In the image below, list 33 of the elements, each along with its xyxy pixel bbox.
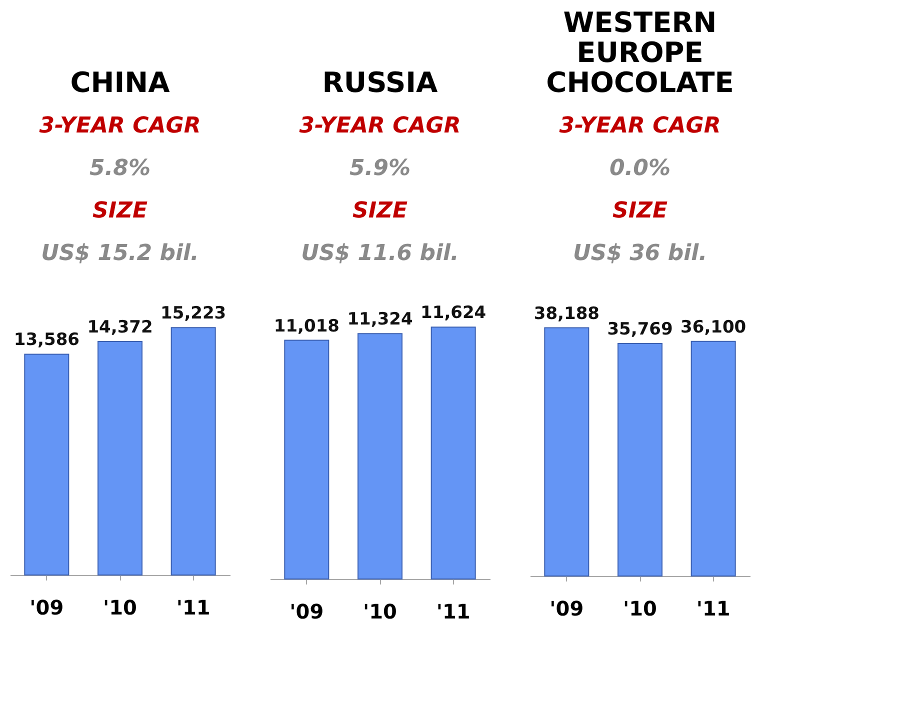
text: US$ 15.2 bil. (41, 240, 199, 266)
data-label: 11,324 (347, 310, 413, 330)
text: 3-YEAR CAGR (39, 113, 201, 138)
data-label: 11,018 (274, 316, 340, 336)
x-tick-label: '11 (696, 596, 730, 620)
data-label: 38,188 (534, 304, 600, 324)
text: US$ 11.6 bil. (301, 240, 459, 266)
text: 0.0% (609, 156, 671, 181)
x-tick-label: '10 (103, 596, 137, 620)
text: SIZE (612, 198, 668, 224)
text: 3-YEAR CAGR (559, 113, 721, 138)
chart-title: CHINA (70, 66, 170, 99)
data-label: 15,223 (160, 304, 226, 324)
data-label: 35,769 (607, 320, 673, 340)
text: SIZE (92, 198, 148, 224)
x-tick-label: '10 (623, 596, 657, 620)
data-label: 36,100 (680, 317, 746, 338)
data-label: 11,624 (420, 303, 486, 324)
data-label: 13,586 (14, 330, 80, 350)
chart-title: WESTERN EUROPE CHOCOLATE (546, 6, 734, 99)
text: 3-YEAR CAGR (299, 113, 461, 138)
chart-title: RUSSIA (322, 66, 438, 99)
x-tick-label: '11 (176, 596, 210, 620)
x-tick-label: '10 (363, 600, 397, 624)
text: 5.8% (89, 156, 151, 181)
data-label: 14,372 (87, 317, 153, 338)
x-tick-label: '09 (30, 596, 64, 620)
x-tick-label: '09 (550, 596, 584, 620)
x-tick-label: '09 (290, 600, 324, 624)
text: 5.9% (349, 156, 411, 181)
text: US$ 36 bil. (572, 240, 708, 266)
x-tick-label: '11 (436, 600, 470, 624)
text: SIZE (352, 198, 408, 224)
